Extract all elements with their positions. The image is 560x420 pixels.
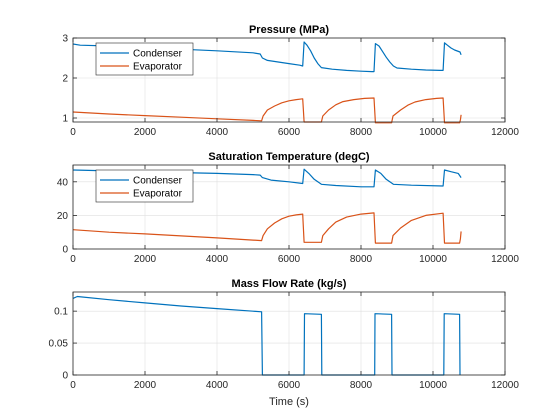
- y-tick-label: 2: [62, 74, 68, 85]
- x-tick-label: 0: [70, 380, 76, 391]
- x-tick-label: 8000: [350, 380, 373, 391]
- chart-panel-1: 0 2000 4000 6000 8000 10000 12000 1 2 3 Pressure (…: [62, 24, 519, 138]
- x-tick-label: 0: [70, 254, 76, 265]
- chart-panel-3: 0 2000 4000 6000 8000 10000 12000 0 0.05 0.1 Mass …: [49, 278, 520, 408]
- y-tick-label: 20: [57, 211, 69, 222]
- x-tick-label: 6000: [278, 380, 301, 391]
- x-tick-label: 4000: [206, 127, 229, 138]
- x-tick-label: 4000: [206, 254, 229, 265]
- legend: Condenser Evaporator: [95, 42, 194, 76]
- x-tick-label: 2000: [134, 254, 157, 265]
- series-line-condenser: [72, 41, 462, 73]
- series-line-evaporator: [72, 212, 462, 244]
- x-tick-label: 10000: [419, 127, 447, 138]
- y-tick-label: 40: [57, 177, 69, 188]
- y-tick-label: 0: [62, 245, 68, 256]
- legend-label: Condenser: [133, 176, 183, 187]
- x-tick-label: 8000: [350, 127, 373, 138]
- x-tick-label: 12000: [491, 254, 519, 265]
- series-line-condenser: [72, 168, 462, 188]
- x-tick-label: 12000: [491, 127, 519, 138]
- chart-title: Mass Flow Rate (kg/s): [232, 278, 347, 290]
- x-tick-label: 12000: [491, 380, 519, 391]
- series-line-evaporator: [72, 97, 462, 124]
- x-tick-label: 8000: [350, 254, 373, 265]
- x-tick-label: 10000: [419, 380, 447, 391]
- legend-label: Evaporator: [133, 189, 183, 200]
- chart-title: Saturation Temperature (degC): [208, 151, 369, 163]
- y-tick-label: 1: [62, 114, 68, 125]
- legend-box: [95, 169, 194, 203]
- y-tick-label: 3: [62, 34, 68, 45]
- y-tick-label: 0.1: [54, 307, 68, 318]
- y-tick-label: 0.05: [49, 339, 69, 350]
- legend-label: Evaporator: [133, 62, 183, 73]
- x-axis-label: Time (s): [269, 396, 309, 408]
- legend: Condenser Evaporator: [95, 169, 194, 203]
- x-tick-label: 6000: [278, 127, 301, 138]
- chart-panel-2: 0 2000 4000 6000 8000 10000 12000 0 20 40 Saturati…: [57, 151, 519, 265]
- x-tick-label: 0: [70, 127, 76, 138]
- legend-box: [95, 42, 194, 76]
- x-tick-label: 10000: [419, 254, 447, 265]
- chart-title: Pressure (MPa): [249, 24, 329, 36]
- x-tick-label: 4000: [206, 380, 229, 391]
- legend-label: Condenser: [133, 49, 183, 60]
- y-tick-label: 0: [62, 371, 68, 382]
- x-tick-label: 2000: [134, 380, 157, 391]
- x-tick-label: 2000: [134, 127, 157, 138]
- x-tick-label: 6000: [278, 254, 301, 265]
